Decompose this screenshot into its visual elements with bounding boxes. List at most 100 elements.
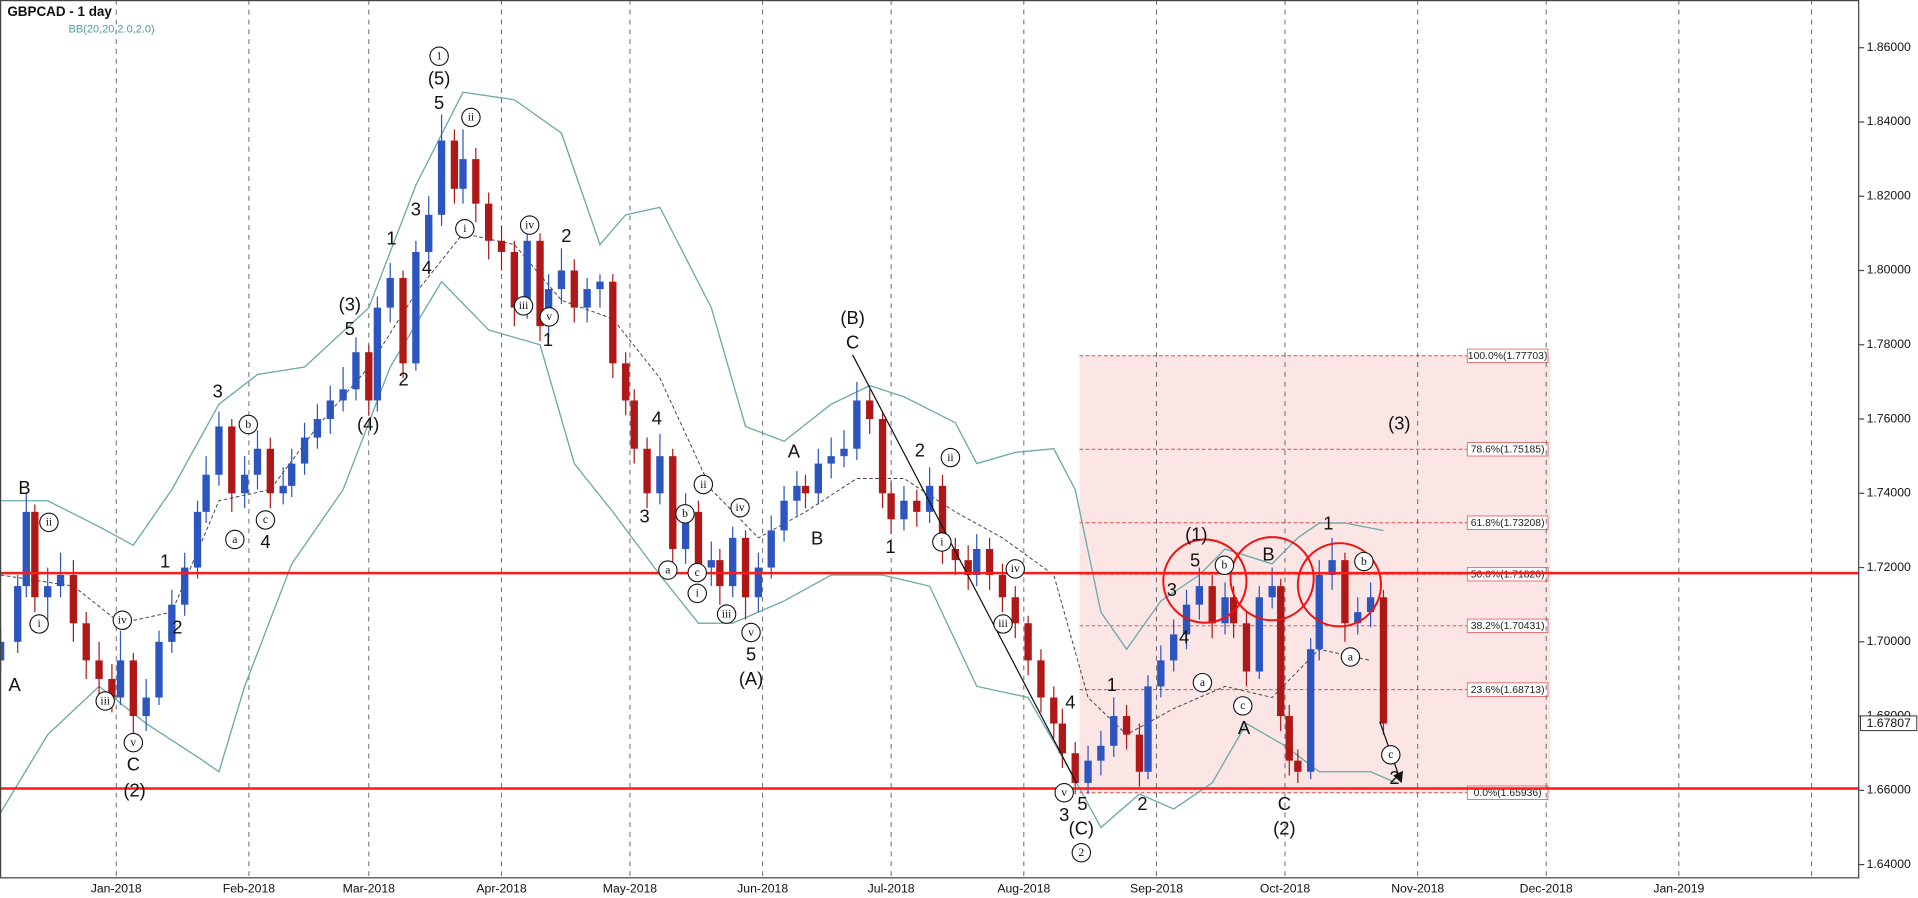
- candle-body: [266, 448, 274, 494]
- wave-label-circle: [693, 474, 714, 495]
- candle-body: [938, 485, 947, 549]
- wave-label: ii: [947, 451, 953, 464]
- wave-label-circle: [687, 583, 707, 604]
- wave-label-circle: [1354, 551, 1374, 572]
- candle-body: [536, 240, 544, 327]
- wave-label-circle: [95, 691, 115, 711]
- candle-body: [951, 548, 960, 561]
- y-tick-label: 1.74000: [1867, 486, 1911, 500]
- wave-label-circle: [225, 529, 245, 550]
- candle-body: [82, 623, 90, 661]
- wave-label: iv: [118, 614, 127, 627]
- candle-body: [279, 485, 287, 494]
- wave-label: 2: [1389, 767, 1399, 788]
- wave-label: (5): [428, 67, 450, 88]
- wave-label: a: [665, 563, 670, 576]
- wave-label-circle: [39, 512, 59, 533]
- wave-label-circle: [1233, 696, 1253, 716]
- candle-body: [1071, 753, 1079, 783]
- wave-label: iv: [525, 218, 534, 231]
- wave-label-circle: [1071, 843, 1092, 863]
- candle-body: [754, 567, 763, 598]
- candle-body: [1221, 597, 1229, 624]
- x-tick-label: Aug-2018: [997, 882, 1050, 896]
- y-tick-label: 1.82000: [1867, 188, 1911, 202]
- candle-body: [1268, 586, 1276, 598]
- wave-label-circle: [741, 622, 761, 643]
- candle-body: [1285, 716, 1293, 761]
- candle-body: [288, 463, 296, 486]
- wave-label: C: [127, 754, 140, 775]
- x-tick-label: Dec-2018: [1520, 882, 1573, 896]
- candle-body: [1170, 634, 1178, 661]
- candle-body: [913, 500, 921, 512]
- candle-body: [1307, 649, 1315, 772]
- wave-label: 4: [422, 257, 432, 278]
- wave-label: v: [748, 626, 754, 639]
- candle-body: [108, 678, 116, 698]
- candle-body: [181, 567, 189, 605]
- fib-label-box: [1466, 618, 1549, 633]
- candle-body: [1328, 560, 1336, 575]
- x-tick-label: Nov-2018: [1391, 882, 1444, 896]
- candle-body: [95, 660, 103, 679]
- wave-label: i: [940, 535, 943, 548]
- wave-label-circle: [730, 497, 750, 518]
- candle-body: [1242, 623, 1251, 672]
- x-tick-label: Jan-2019: [1653, 882, 1704, 896]
- candle-body: [155, 641, 163, 698]
- wave-label: (2): [123, 779, 145, 800]
- wave-label-circle: [716, 604, 737, 624]
- indicator-label: BB(20,20,2.0,2.0): [69, 23, 155, 35]
- wave-label: C: [846, 332, 859, 353]
- wave-label-circle: [1381, 745, 1401, 765]
- candle-body: [998, 574, 1007, 598]
- candle-body: [827, 456, 835, 464]
- wave-label: b: [682, 507, 688, 520]
- wave-label: 3: [411, 198, 421, 219]
- wave-label: iv: [736, 501, 745, 514]
- wave-label-circle: [519, 215, 540, 235]
- candle-body: [557, 270, 566, 290]
- candle-body: [780, 500, 788, 531]
- candle-body: [1341, 560, 1349, 624]
- wave-label: iii: [100, 694, 110, 707]
- wave-label: A: [1238, 717, 1251, 738]
- candle-body: [22, 511, 30, 587]
- x-tick-label: Jul-2018: [868, 882, 915, 896]
- wave-label: C: [1278, 793, 1291, 814]
- wave-label: b: [1361, 555, 1367, 568]
- wave-label: (1): [1185, 524, 1207, 545]
- y-tick-label: 1.70000: [1867, 634, 1911, 648]
- wave-label: 1: [1107, 674, 1117, 695]
- candle-body: [630, 400, 638, 449]
- candle-body: [985, 548, 994, 575]
- wave-label-circle: [1340, 647, 1361, 667]
- fib-label: 78.6%(1.75185): [1471, 445, 1545, 456]
- trend-line: [852, 354, 1077, 784]
- candle-body: [878, 419, 887, 494]
- wave-label: (B): [840, 307, 864, 328]
- wave-label: iii: [519, 299, 529, 312]
- candle-body: [1315, 574, 1323, 650]
- x-tick-label: Jun-2018: [737, 882, 788, 896]
- candle-body: [814, 463, 822, 494]
- wave-label: 2: [561, 225, 571, 246]
- y-tick-label: 1.86000: [1867, 40, 1911, 54]
- x-tick-label: Oct-2018: [1260, 882, 1310, 896]
- candle-body: [253, 448, 262, 475]
- candle-body: [1195, 586, 1204, 605]
- candle-body: [596, 281, 604, 290]
- wave-label-circle: [993, 614, 1013, 634]
- candle-body: [365, 352, 373, 401]
- fib-label-box: [1466, 682, 1549, 697]
- arrow-head: [1393, 770, 1404, 783]
- wave-label: iv: [1011, 562, 1020, 575]
- candle-body: [643, 448, 651, 494]
- wave-label: c: [695, 566, 700, 579]
- candle-body: [510, 251, 519, 308]
- wave-label-circle: [675, 504, 695, 524]
- wave-label-circle: [29, 614, 49, 634]
- candle-body: [69, 574, 78, 624]
- candle-body: [0, 641, 5, 661]
